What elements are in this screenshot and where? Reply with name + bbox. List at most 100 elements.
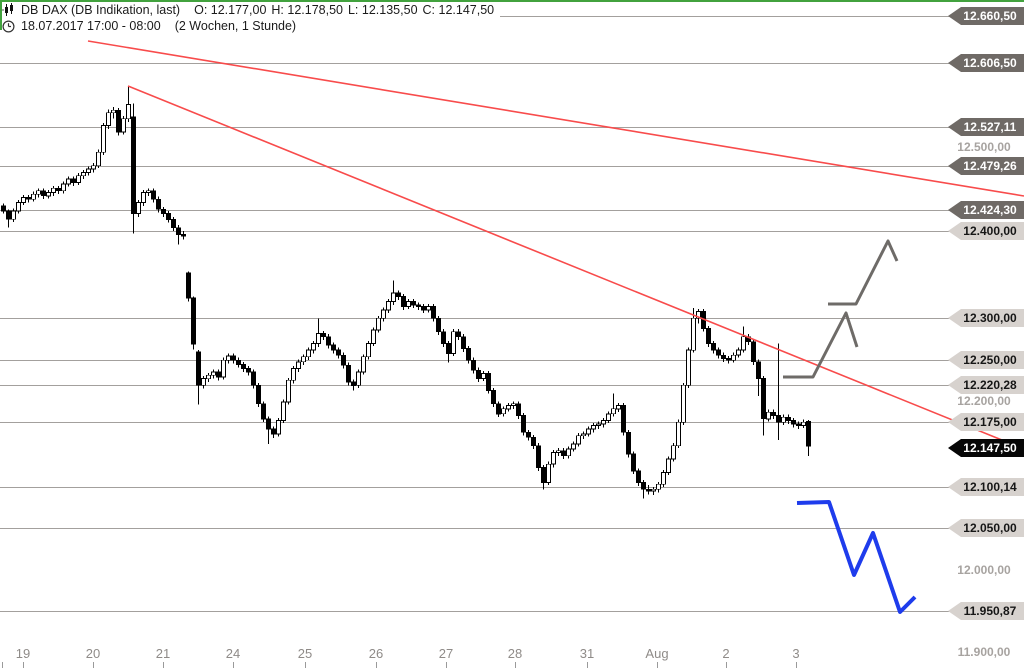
time-axis-label: 24 (225, 646, 241, 661)
time-axis-tick (515, 662, 516, 668)
candle (226, 353, 231, 364)
candle (686, 347, 691, 388)
candle (136, 200, 141, 217)
time-axis-tick (657, 662, 658, 668)
candle (581, 431, 586, 439)
ohlc-high: H: 12.178,50 (271, 3, 343, 17)
candle (631, 451, 636, 475)
chart-left-edge-marker (0, 0, 2, 30)
candle (6, 209, 11, 228)
candle (726, 356, 731, 364)
candle (641, 480, 646, 499)
candle (181, 231, 186, 240)
candle (526, 429, 531, 441)
candle (26, 195, 31, 203)
candle (561, 448, 566, 460)
candle (676, 419, 681, 449)
price-axis-label: 11.900,00 (957, 645, 1011, 659)
ohlc-close: C: 12.147,50 (422, 3, 495, 17)
candle (736, 347, 741, 358)
bullish-projection-leg-2 (828, 239, 899, 306)
candle (131, 103, 136, 234)
candle (576, 433, 581, 447)
candle (256, 382, 261, 408)
candle (626, 429, 631, 458)
candle (706, 325, 711, 347)
candle (216, 369, 221, 381)
candle (21, 195, 26, 206)
price-tag: 12.300,00 (948, 309, 1024, 327)
candle (591, 423, 596, 433)
candle (621, 403, 626, 436)
candle (321, 330, 326, 341)
candle (741, 326, 746, 353)
price-axis-label: 12.200,00 (957, 394, 1011, 408)
price-tag: 12.400,00 (948, 222, 1024, 240)
candle (126, 86, 131, 123)
candle (56, 185, 61, 195)
candle (11, 208, 16, 222)
candle (156, 196, 161, 213)
candle (806, 420, 811, 457)
candle (596, 421, 601, 429)
candle (756, 359, 761, 397)
price-tag: 12.250,00 (948, 351, 1024, 369)
candle (171, 216, 176, 232)
candle (511, 401, 516, 409)
candle (696, 309, 701, 324)
candle (241, 361, 246, 372)
candle (246, 366, 251, 376)
candle (796, 421, 801, 429)
instrument-title: DB DAX (DB Indikation, last) (21, 3, 181, 17)
candle (771, 409, 776, 419)
time-axis-tick (93, 662, 94, 668)
candle (541, 465, 546, 490)
candle (101, 122, 106, 155)
candle (651, 486, 656, 496)
candle (496, 401, 501, 418)
candle (51, 185, 56, 196)
candle (766, 409, 771, 422)
candle (656, 481, 661, 493)
candle (601, 418, 606, 428)
candle (186, 271, 191, 302)
ohlc-open: O: 12.177,00 (194, 3, 267, 17)
candle (386, 299, 391, 314)
candle (436, 315, 441, 335)
candle (391, 280, 396, 305)
candle (786, 414, 791, 424)
candle-series (1, 86, 811, 499)
candle (646, 485, 651, 495)
candle (206, 372, 211, 382)
candle (616, 403, 621, 413)
candle (91, 163, 96, 173)
period-line: 18.07.2017 17:00 - 08:00 (2 Wochen, 1 St… (0, 18, 500, 34)
price-tag: 12.175,00 (948, 413, 1024, 431)
candle (346, 362, 351, 386)
price-tag: 12.527,11 (948, 118, 1024, 136)
candle (116, 107, 121, 136)
candlestick-chart-icon (0, 3, 16, 17)
price-tag: 12.050,00 (948, 519, 1024, 537)
candle (466, 345, 471, 364)
candle (271, 426, 276, 439)
candle (716, 347, 721, 359)
time-axis-label: 20 (85, 646, 101, 661)
candle (611, 393, 616, 417)
candle (801, 419, 806, 429)
candle (311, 340, 316, 354)
candle (331, 342, 336, 354)
time-axis-tick (23, 662, 24, 668)
candle (31, 191, 36, 202)
candle (776, 343, 781, 440)
time-axis-label: 28 (507, 646, 523, 661)
candle (351, 379, 356, 391)
candle (176, 225, 181, 245)
candle (41, 188, 46, 200)
candle (401, 294, 406, 310)
candle (446, 340, 451, 363)
time-axis-label: 25 (297, 646, 313, 661)
candle (121, 116, 126, 135)
